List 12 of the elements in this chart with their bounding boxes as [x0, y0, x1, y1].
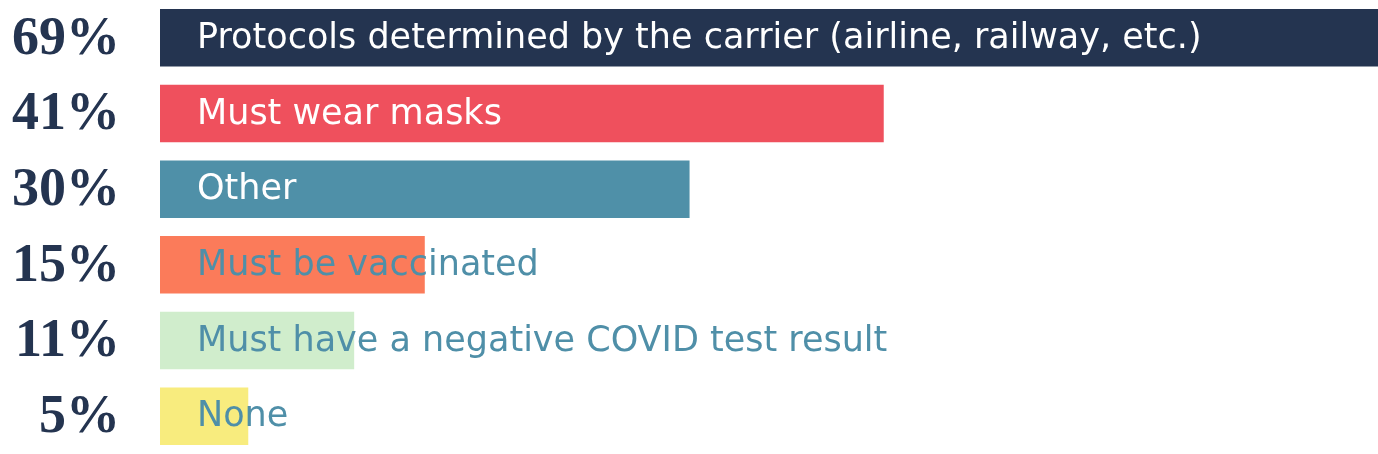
y-tick-label: Other [197, 167, 297, 208]
data-label: 30% [12, 157, 120, 218]
y-tick-label: Must wear masks [197, 91, 502, 132]
data-label: 69% [12, 5, 120, 66]
data-label: 41% [12, 81, 120, 142]
bar [160, 84, 884, 143]
data-label: 11% [14, 308, 120, 369]
y-tick-label: Protocols determined by the carrier (airline, railway, etc.) [197, 15, 1202, 56]
bar [160, 160, 690, 218]
data-label: 5% [39, 384, 120, 445]
data-label: 15% [12, 232, 120, 293]
y-tick-label: Must have a negative COVID test result [197, 318, 888, 359]
